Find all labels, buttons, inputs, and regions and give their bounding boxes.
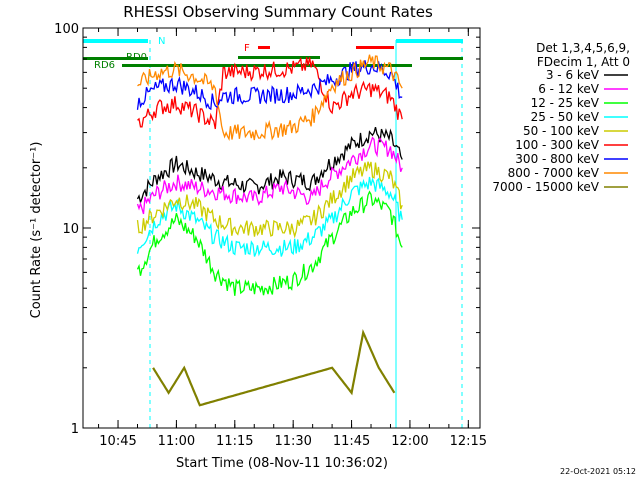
y-tick-label: 1: [71, 422, 79, 437]
legend: Det 1,3,4,5,6,9, FDecim 1, Att 0 3 - 6 k…: [492, 41, 630, 194]
x-tick-label: 11:45: [333, 434, 370, 449]
legend-header-line-1: Det 1,3,4,5,6,9,: [536, 41, 630, 55]
night-flag-bar: [83, 39, 148, 43]
axis-ticks: 10:45 11:00 11:15 11:30 11:45 12:00 12:15 1 10 10…: [54, 22, 487, 449]
series-line-0: [136, 127, 403, 205]
y-axis-label: Count Rate (s⁻¹ detector⁻¹): [29, 142, 44, 319]
x-axis-label: Start Time (08-Nov-11 10:36:02): [176, 456, 388, 471]
rd0-flag-bar: [420, 57, 463, 60]
x-tick-label: 12:00: [391, 434, 428, 449]
x-tick-label: 10:45: [99, 434, 136, 449]
series-line-3: [136, 176, 403, 257]
series-line-2: [136, 190, 403, 296]
x-tick-label: 11:15: [216, 434, 253, 449]
flare-flag-bar: [258, 46, 270, 49]
rd6-flag-bar: [122, 64, 412, 67]
y-tick-label: 10: [62, 222, 79, 237]
flag-label: RD0: [126, 52, 147, 63]
legend-entry-label: 50 - 100 keV: [523, 124, 600, 138]
legend-entry-label: 800 - 7000 keV: [508, 166, 600, 180]
night-flag-bar: [396, 39, 463, 43]
series-line-4: [136, 161, 403, 239]
flag-label: F: [244, 43, 250, 54]
flare-flag-bar: [356, 46, 394, 49]
legend-entry-label: 6 - 12 keV: [538, 82, 600, 96]
y-tick-label: 100: [54, 22, 79, 37]
flag-label: N: [158, 36, 165, 47]
legend-entry-label: 12 - 25 keV: [531, 96, 600, 110]
rd0-flag-bar: [238, 56, 320, 59]
x-tick-label: 11:00: [158, 434, 195, 449]
legend-header-line-2: FDecim 1, Att 0: [537, 55, 630, 69]
flag-label: RD6: [94, 60, 115, 71]
footer-date: 22-Oct-2021 05:12: [560, 467, 636, 476]
x-tick-label: 11:30: [274, 434, 311, 449]
rd0-flag-bar: [83, 57, 148, 60]
series-line-7: [137, 54, 403, 141]
legend-entry-label: 3 - 6 keV: [546, 68, 600, 82]
series-line-8: [152, 328, 396, 407]
series-line-5: [137, 56, 403, 130]
chart-title: RHESSI Observing Summary Count Rates: [123, 3, 433, 21]
legend-entry-label: 7000 - 15000 keV: [492, 180, 599, 194]
x-tick-label: 12:15: [450, 434, 487, 449]
series-line-1: [136, 136, 403, 215]
legend-entry-label: 300 - 800 keV: [515, 152, 599, 166]
legend-entry-label: 25 - 50 keV: [531, 110, 600, 124]
legend-entry-label: 100 - 300 keV: [515, 138, 599, 152]
series-layer: [136, 54, 403, 407]
series-line-6: [136, 60, 403, 111]
